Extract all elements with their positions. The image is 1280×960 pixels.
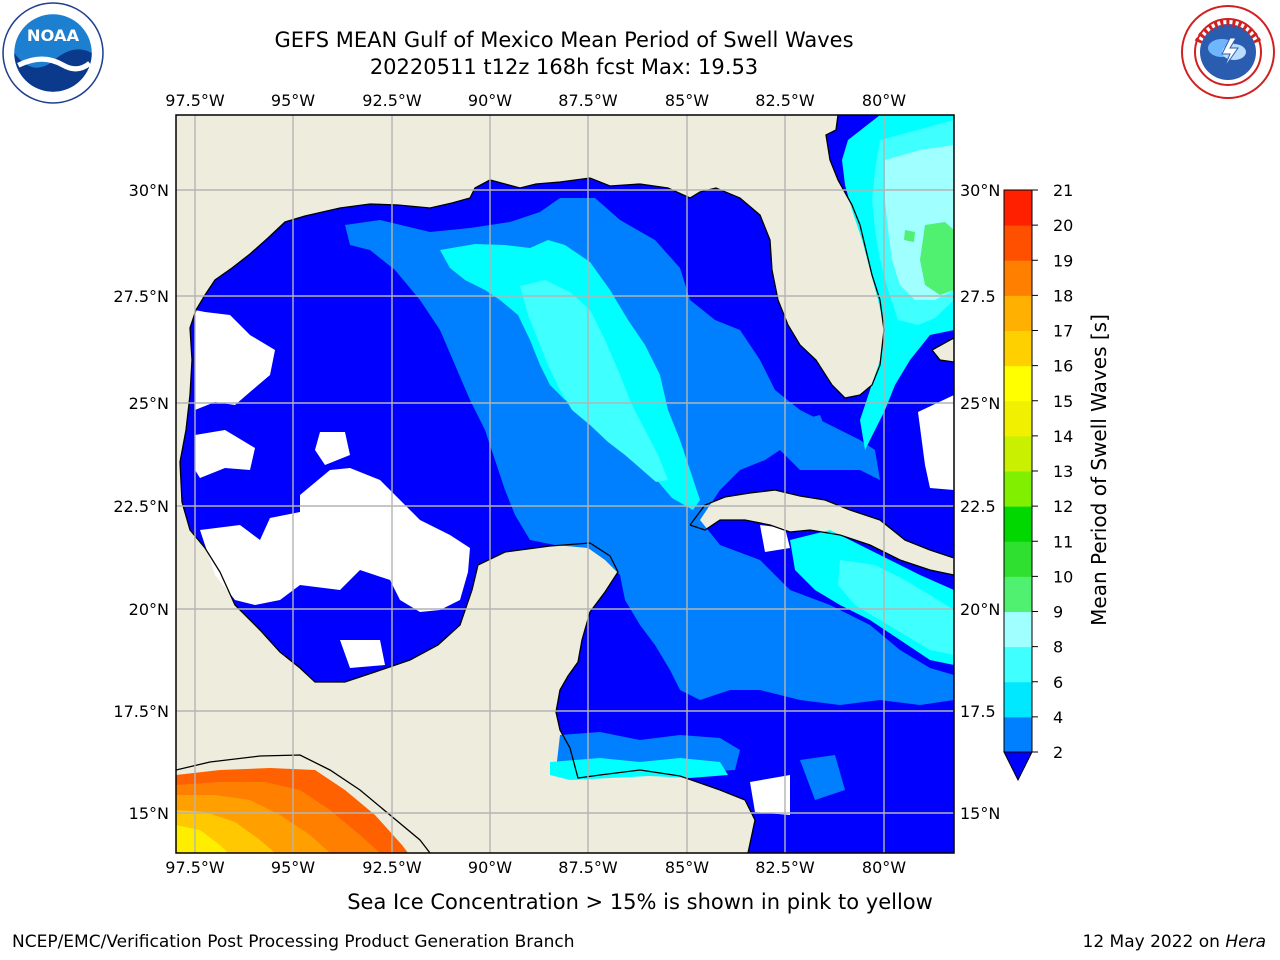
colorbar-tick-label: 21: [1053, 181, 1073, 200]
lon-tick-label: 92.5°W: [362, 858, 422, 877]
lat-tick-label: 27.5°N: [113, 287, 169, 306]
colorbar-segment: [1004, 400, 1032, 437]
gridlines: [176, 115, 954, 853]
colorbar-tick-label: 4: [1053, 708, 1063, 727]
colorbar-segment: [1004, 190, 1032, 226]
colorbar-tick-label: 19: [1053, 251, 1073, 270]
lon-tick-label: 87.5°W: [558, 91, 618, 110]
lat-tick-label: 22.5°N: [113, 497, 169, 516]
lat-tick-label: 20°N: [129, 600, 169, 619]
noaa-logo-icon: NOAA: [2, 2, 104, 104]
colorbar-segment: [1004, 471, 1032, 507]
lon-tick-label: 95°W: [271, 91, 315, 110]
lat-ticks-left: 30°N 27.5°N 25°N 22.5°N 20°N 17.5°N 15°N: [113, 181, 169, 823]
map-panel: [176, 115, 954, 853]
colorbar-title: Mean Period of Swell Waves [s]: [1087, 314, 1111, 626]
lon-tick-label: 90°W: [468, 858, 512, 877]
lon-tick-label: 97.5°W: [165, 91, 225, 110]
colorbar-tick-label: 16: [1053, 357, 1073, 376]
lat-tick-label: 22.5: [960, 497, 996, 516]
colorbar-segment: [1004, 716, 1032, 753]
lon-tick-label: 97.5°W: [165, 858, 225, 877]
colorbar-tick-label: 18: [1053, 286, 1073, 305]
lat-tick-label: 30°N: [129, 181, 169, 200]
lon-ticks-top: 97.5°W 95°W 92.5°W 90°W 87.5°W 85°W 82.5…: [165, 91, 906, 110]
lon-tick-label: 85°W: [665, 91, 709, 110]
colorbar-segment: [1004, 681, 1032, 718]
map-subtitle: 20220511 t12z 168h fcst Max: 19.53: [369, 55, 759, 79]
colorbar-segment: [1004, 435, 1032, 472]
map-frame: [175, 114, 955, 854]
colorbar-segment: [1004, 576, 1032, 612]
lat-tick-label: 30°N: [960, 181, 1000, 200]
colorbar-tick-label: 12: [1053, 497, 1073, 516]
coastlines: [176, 115, 954, 853]
lon-tick-label: 92.5°W: [362, 91, 422, 110]
colorbar-tick-label: 8: [1053, 638, 1063, 657]
colorbar-tick-label: 6: [1053, 673, 1063, 692]
lat-tick-label: 20°N: [960, 600, 1000, 619]
credit-text: NCEP/EMC/Verification Post Processing Pr…: [12, 932, 575, 952]
lat-tick-label: 15°N: [129, 804, 169, 823]
lat-tick-label: 15°N: [960, 804, 1000, 823]
no-data-regions: [195, 310, 954, 815]
lat-tick-label: 25°N: [129, 394, 169, 413]
footer-date: 12 May 2022 on Hera: [1083, 932, 1267, 952]
machine-name: Hera: [1225, 932, 1266, 952]
colorbar-segment: [1004, 330, 1032, 367]
colorbar-tick-label: 11: [1053, 532, 1073, 551]
lon-tick-label: 85°W: [665, 858, 709, 877]
lon-tick-label: 95°W: [271, 858, 315, 877]
colorbar-segment: [1004, 541, 1032, 577]
colorbar-segment: [1004, 260, 1032, 296]
colorbar-segment: [1004, 225, 1032, 261]
colorbar-segment: [1004, 506, 1032, 542]
lon-tick-label: 90°W: [468, 91, 512, 110]
colorbar-tick-label: 20: [1053, 216, 1073, 235]
svg-text:NOAA: NOAA: [27, 26, 80, 45]
ice-note: Sea Ice Concentration > 15% is shown in …: [347, 890, 933, 914]
date-text: 12 May 2022 on: [1082, 932, 1226, 952]
lon-tick-label: 80°W: [862, 858, 906, 877]
swell-band-10-11s: [904, 222, 954, 295]
lon-tick-label: 80°W: [862, 91, 906, 110]
pacific-swell-field: [176, 768, 408, 853]
lat-tick-label: 17.5°N: [113, 702, 169, 721]
colorbar-segment: [1004, 295, 1032, 331]
colorbar-tick-label: 10: [1053, 567, 1073, 586]
lat-tick-label: 27.5: [960, 287, 996, 306]
lat-tick-label: 25°N: [960, 394, 1000, 413]
lon-tick-label: 82.5°W: [755, 91, 815, 110]
colorbar-tick-label: 17: [1053, 322, 1073, 341]
colorbar-segment: [1004, 646, 1032, 683]
colorbar-segment: [1004, 611, 1032, 648]
colorbar-tick-label: 14: [1053, 427, 1073, 446]
colorbar-tick-label: 9: [1053, 603, 1063, 622]
lat-tick-label: 17.5: [960, 702, 996, 721]
colorbar-tick-label: 2: [1053, 743, 1063, 762]
colorbar-tick-label: 15: [1053, 392, 1073, 411]
colorbar-tick-label: 13: [1053, 462, 1073, 481]
nws-logo-icon: [1180, 4, 1276, 100]
lat-ticks-right: 30°N 27.5 25°N 22.5 20°N 17.5 15°N: [960, 181, 1000, 823]
map-title: GEFS MEAN Gulf of Mexico Mean Period of …: [274, 28, 854, 52]
colorbar-extend-triangle: [1003, 751, 1033, 782]
lon-tick-label: 82.5°W: [755, 858, 815, 877]
lon-ticks-bottom: 97.5°W 95°W 92.5°W 90°W 87.5°W 85°W 82.5…: [165, 858, 906, 877]
colorbar-segment: [1004, 365, 1032, 402]
colorbar: 2 4 6 8 9 10 11 12 13 14 15 16 17 18 19 20 21: [1003, 181, 1073, 782]
lon-tick-label: 87.5°W: [558, 858, 618, 877]
